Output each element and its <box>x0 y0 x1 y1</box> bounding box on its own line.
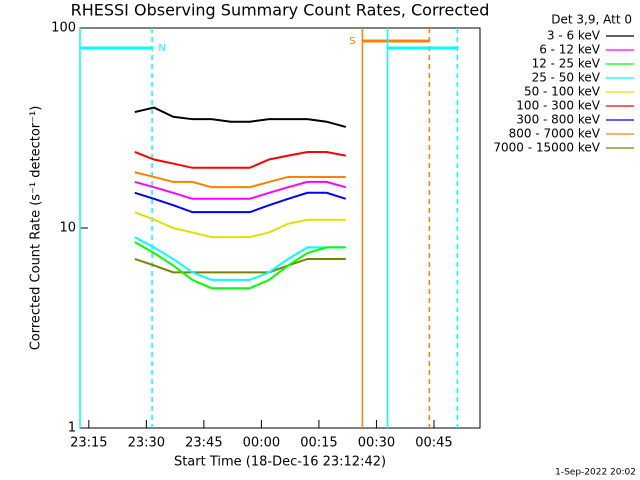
legend-title: Det 3,9, Att 0 <box>551 13 632 27</box>
series-line <box>134 241 346 290</box>
x-axis-label: Start Time (18-Dec-16 23:12:42) <box>174 455 386 470</box>
legend-label: 800 - 7000 keV <box>509 127 601 141</box>
series-line <box>134 236 346 281</box>
series-line <box>134 180 347 200</box>
y-tick-label: 1 <box>68 421 76 436</box>
chart-title: RHESSI Observing Summary Count Rates, Co… <box>71 1 490 20</box>
x-tick-label: 00:30 <box>358 436 395 451</box>
interval-label: N <box>158 43 165 54</box>
legend-label: 50 - 100 keV <box>524 85 601 99</box>
legend-label: 300 - 800 keV <box>516 113 600 127</box>
y-tick-label: 10 <box>59 221 76 236</box>
x-tick-label: 00:00 <box>243 436 280 451</box>
series-line <box>134 211 346 239</box>
interval-label: S <box>349 36 355 47</box>
x-tick-label: 23:15 <box>70 436 107 451</box>
legend-label: 7000 - 15000 keV <box>493 141 600 155</box>
x-tick-label: 00:45 <box>415 436 452 451</box>
y-axis-label: Corrected Count Rate (s⁻¹ detector⁻¹) <box>29 106 44 351</box>
footer: 1-Sep-2022 20:02 <box>555 468 636 478</box>
series-line <box>134 171 346 189</box>
legend-label: 100 - 300 keV <box>516 99 600 113</box>
y-tick-label: 100 <box>51 21 76 36</box>
x-tick-label: 00:15 <box>300 436 337 451</box>
series-line <box>134 106 347 128</box>
legend-label: 12 - 25 keV <box>532 57 601 71</box>
series-line <box>134 150 346 169</box>
x-tick-label: 23:45 <box>185 436 222 451</box>
series-line <box>134 191 347 214</box>
series-line <box>134 257 346 274</box>
x-tick-label: 23:30 <box>128 436 165 451</box>
legend-label: 25 - 50 keV <box>532 71 601 85</box>
legend-label: 6 - 12 keV <box>539 43 601 57</box>
legend-label: 3 - 6 keV <box>547 29 601 43</box>
